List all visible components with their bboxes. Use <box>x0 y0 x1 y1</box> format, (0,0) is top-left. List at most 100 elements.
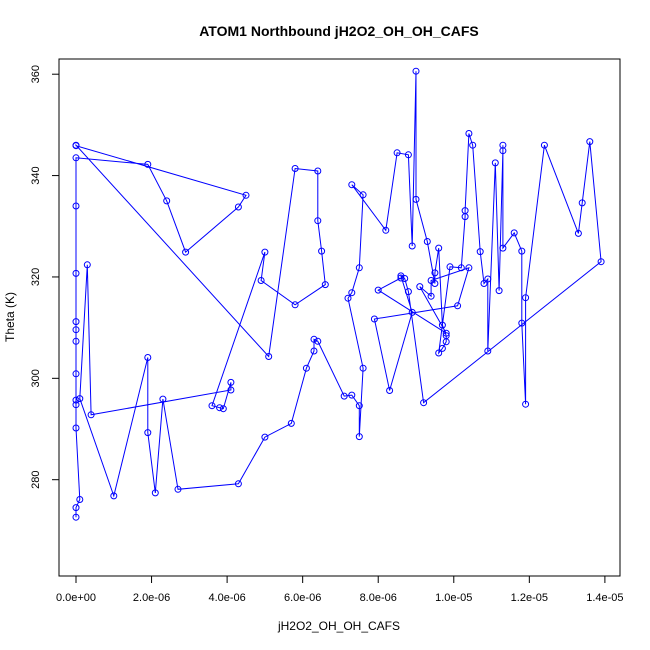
data-point <box>522 294 530 302</box>
data-point <box>72 141 80 149</box>
data-point <box>397 274 405 282</box>
y-tick-label: 320 <box>30 268 42 286</box>
data-point <box>83 261 91 269</box>
data-point <box>518 319 526 327</box>
data-point <box>431 269 439 277</box>
data-point <box>423 238 431 245</box>
data-point <box>314 337 322 345</box>
data-point <box>416 283 424 291</box>
data-point <box>491 159 499 167</box>
data-point <box>469 141 477 149</box>
data-point <box>72 202 80 210</box>
x-axis: 0.0e+00 2.0e-06 4.0e-06 6.0e-06 8.0e-06 1.0e-… <box>56 575 624 604</box>
data-point <box>499 141 507 149</box>
data-point <box>597 258 605 266</box>
data-point <box>438 321 446 329</box>
data-point <box>465 264 473 272</box>
data-point <box>144 160 152 168</box>
x-tick-label: 8.0e-06 <box>360 592 397 604</box>
data-point <box>72 154 80 162</box>
data-point <box>72 326 80 334</box>
data-point <box>420 399 428 407</box>
data-point <box>72 513 80 521</box>
data-point <box>359 191 367 199</box>
data-point <box>397 272 405 280</box>
data-point <box>457 264 465 272</box>
data-point <box>408 242 416 250</box>
data-point <box>412 67 420 75</box>
data-point <box>374 286 382 294</box>
data-point <box>461 207 469 215</box>
data-point <box>348 289 356 297</box>
y-axis: 280 300 320 340 360 <box>30 65 60 489</box>
data-point <box>476 248 484 256</box>
data-point <box>586 138 594 146</box>
data-point <box>355 402 363 410</box>
data-point <box>318 247 326 255</box>
data-point <box>261 433 269 441</box>
series-points <box>72 67 605 521</box>
series-path <box>75 71 602 518</box>
data-point <box>386 387 394 394</box>
data-point <box>442 338 450 346</box>
data-point <box>234 203 242 211</box>
data-point <box>265 353 273 360</box>
data-point <box>495 287 503 295</box>
data-point <box>344 294 352 302</box>
data-point <box>182 248 190 256</box>
data-point <box>412 195 420 203</box>
data-point <box>72 504 80 512</box>
data-point <box>72 401 80 409</box>
data-point <box>314 217 322 225</box>
data-point <box>370 315 378 323</box>
data-point <box>435 349 443 357</box>
data-point <box>219 405 227 413</box>
data-point <box>499 244 507 252</box>
data-point <box>72 424 80 432</box>
data-point <box>302 364 310 372</box>
data-point <box>72 396 80 404</box>
x-tick-label: 4.0e-06 <box>208 592 245 604</box>
data-point <box>163 197 171 205</box>
data-point <box>208 402 216 410</box>
data-point <box>151 489 159 497</box>
data-point <box>310 335 318 343</box>
data-point <box>257 277 265 284</box>
data-point <box>427 292 435 300</box>
y-tick-label: 300 <box>30 369 42 387</box>
data-point <box>144 429 152 437</box>
data-point <box>314 167 322 175</box>
data-point <box>435 244 443 252</box>
data-point <box>227 378 235 386</box>
data-point <box>261 248 269 256</box>
data-point <box>110 492 118 500</box>
data-point <box>446 263 454 271</box>
data-point <box>72 318 80 326</box>
data-point <box>484 347 492 355</box>
y-tick-label: 340 <box>30 166 42 184</box>
data-point <box>87 411 95 419</box>
plot-frame <box>58 58 621 577</box>
data-point <box>216 404 224 412</box>
y-tick-label: 280 <box>30 471 42 489</box>
data-point <box>348 181 356 189</box>
data-point <box>340 392 348 400</box>
data-point <box>174 485 182 493</box>
data-point <box>382 226 390 234</box>
x-tick-label: 2.0e-06 <box>133 592 170 604</box>
data-point <box>72 370 80 378</box>
data-point <box>510 229 518 237</box>
data-point <box>227 386 235 394</box>
y-axis-label: Theta (K) <box>3 292 17 342</box>
data-point <box>540 141 548 149</box>
data-point <box>291 165 299 172</box>
x-tick-label: 1.0e-05 <box>435 592 472 604</box>
data-point <box>72 337 80 345</box>
data-point <box>72 269 80 277</box>
data-point <box>404 151 412 159</box>
x-tick-label: 1.4e-05 <box>586 592 623 604</box>
data-point <box>76 395 84 403</box>
data-point <box>348 391 356 399</box>
data-point <box>242 191 250 199</box>
chart-title: ATOM1 Northbound jH2O2_OH_OH_CAFS <box>199 23 479 39</box>
